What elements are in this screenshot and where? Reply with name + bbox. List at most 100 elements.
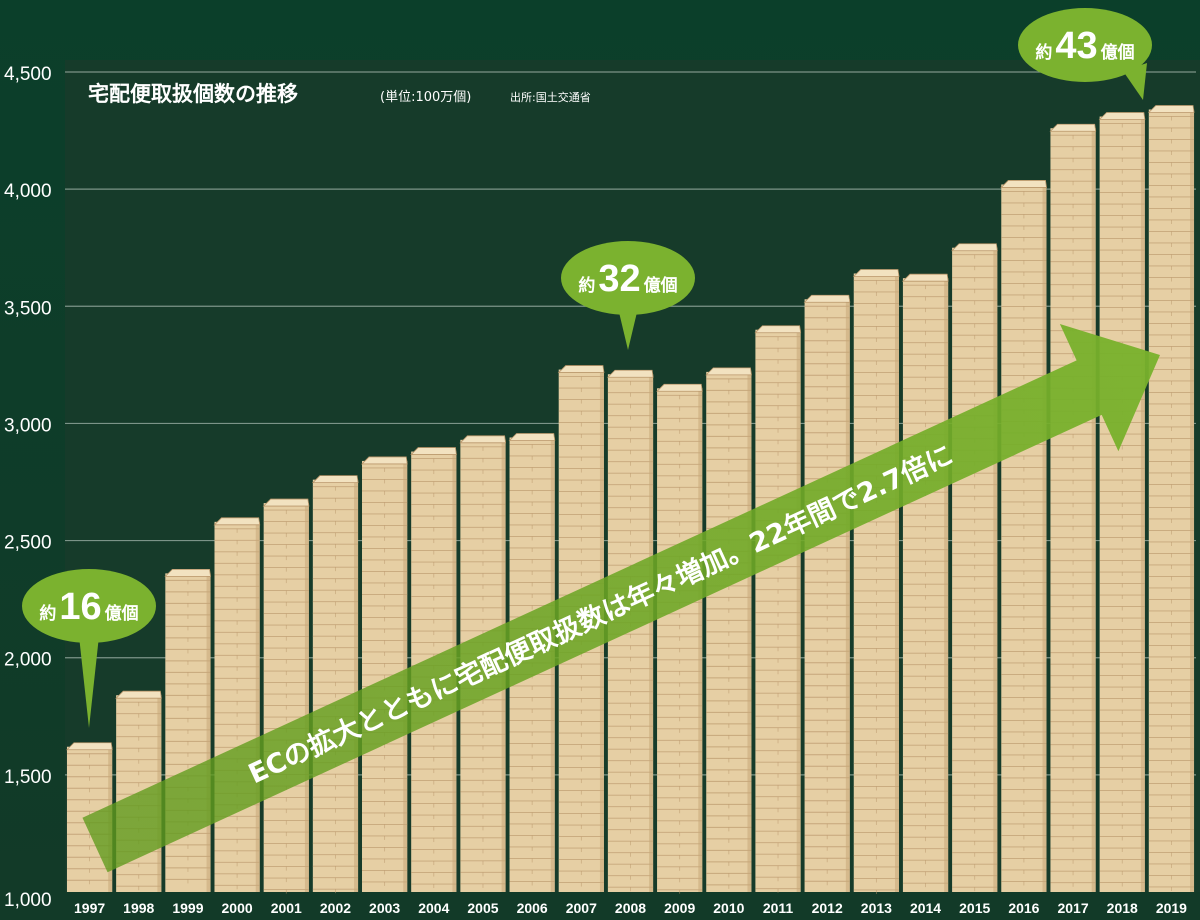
bar-top	[115, 690, 162, 699]
x-tick-label: 2012	[812, 900, 843, 916]
bar-top	[557, 365, 605, 373]
callout-ellipse	[22, 569, 156, 643]
callout-number: 43	[1055, 25, 1097, 67]
x-tick-label: 2010	[713, 900, 744, 916]
x-tick-label: 2014	[910, 900, 941, 916]
bar-top	[1000, 180, 1047, 188]
y-tick-label: 4,000	[4, 181, 52, 202]
bar-top	[1147, 105, 1195, 113]
callout-suffix: 億個	[1101, 42, 1135, 63]
bar-top	[1049, 123, 1097, 132]
bar-top	[852, 269, 900, 277]
bar-side-shade	[796, 329, 801, 892]
x-tick-label: 2017	[1057, 900, 1088, 916]
bar-top	[656, 383, 703, 392]
bar-side-shade	[698, 388, 703, 892]
y-tick-label: 3,500	[4, 298, 52, 319]
callout-bubble: 約16 億個	[22, 569, 156, 728]
bar-side-shade	[747, 371, 752, 892]
x-tick-label: 2003	[369, 900, 400, 916]
callout-suffix: 億個	[105, 603, 139, 624]
y-tick-label: 2,000	[4, 650, 52, 671]
bar-side-shade	[206, 573, 211, 892]
bar-side-shade	[1091, 128, 1096, 892]
bar-top	[262, 498, 310, 507]
x-tick-label: 2016	[1008, 900, 1039, 916]
callout-bubble: 約43 億個	[1018, 8, 1152, 100]
bar-top	[459, 435, 507, 444]
callout-bubble: 約32 億個	[561, 241, 695, 350]
bar	[852, 269, 900, 894]
x-tick-label: 2011	[763, 900, 794, 916]
bar	[1147, 105, 1195, 892]
bar-top	[311, 475, 359, 484]
bar-side-shade	[304, 503, 309, 892]
x-tick-label: 1998	[123, 900, 154, 916]
chart-title: 宅配便取扱個数の推移	[88, 82, 298, 106]
bar-side-shade	[354, 479, 359, 892]
x-tick-label: 2015	[959, 900, 990, 916]
chart-source: 出所:国土交通省	[510, 90, 591, 104]
x-tick-label: 2013	[861, 900, 892, 916]
bar-top	[164, 568, 212, 577]
bar-side-shade	[1140, 116, 1145, 892]
bar	[311, 475, 359, 894]
bar-top	[1098, 112, 1146, 120]
x-tick-label: 1999	[172, 900, 203, 916]
bar	[164, 568, 212, 892]
bar-side-shade	[1042, 184, 1047, 892]
x-tick-label: 2005	[467, 900, 498, 916]
callout-tail	[618, 308, 638, 350]
bar-top	[508, 433, 556, 441]
bar-top	[410, 447, 457, 455]
callout-text: 約16 億個	[39, 586, 138, 628]
bar	[754, 325, 802, 893]
bar	[213, 517, 261, 892]
bar	[1049, 123, 1097, 892]
y-tick-label: 2,500	[4, 533, 52, 554]
bar-side-shade	[894, 273, 899, 892]
x-tick-label: 2009	[664, 900, 695, 916]
y-axis-tick-labels: 1,000 1,500 2,000 2,500 3,000 3,500 4,000 4,500	[4, 64, 52, 911]
x-tick-label: 2018	[1107, 900, 1138, 916]
callout-ellipse	[561, 241, 695, 315]
y-tick-label: 1,500	[4, 767, 52, 788]
bar-top	[361, 456, 408, 465]
bar-side-shade	[255, 521, 260, 892]
bar-top	[66, 742, 113, 751]
x-tick-label: 2002	[320, 900, 351, 916]
callout-number: 32	[598, 258, 640, 300]
trend-arrow-body	[82, 324, 1160, 873]
x-tick-label: 2019	[1156, 900, 1187, 916]
callout-text: 約43 億個	[1035, 25, 1134, 67]
x-tick-label: 2000	[222, 900, 253, 916]
bar-side-shade	[649, 374, 654, 892]
x-axis-tick-labels: 1997 1998 1999 2000 2001 2002 2003 2004 2005 2006…	[74, 900, 1187, 916]
bar	[803, 294, 851, 892]
bar-top	[754, 325, 802, 334]
bar-top	[901, 273, 949, 282]
bar-top	[803, 294, 851, 303]
bar-face	[755, 329, 801, 892]
bar-top	[705, 367, 752, 376]
callout-prefix: 約	[578, 275, 595, 296]
bar-top	[213, 517, 261, 526]
x-tick-label: 2007	[566, 900, 597, 916]
bar-top	[606, 369, 654, 378]
x-tick-label: 1997	[74, 900, 105, 916]
bar	[951, 243, 998, 892]
bar-side-shade	[944, 278, 949, 893]
bar	[656, 383, 703, 894]
callout-number: 16	[59, 586, 101, 628]
y-tick-label: 3,000	[4, 415, 52, 436]
x-tick-label: 2008	[615, 900, 646, 916]
callout-prefix: 約	[39, 603, 56, 624]
y-tick-label: 1,000	[4, 890, 52, 911]
x-tick-label: 2001	[271, 900, 302, 916]
bar	[262, 498, 310, 894]
x-tick-label: 2004	[418, 900, 449, 916]
callout-text: 約32 億個	[578, 258, 677, 300]
bar-face	[1050, 128, 1096, 892]
